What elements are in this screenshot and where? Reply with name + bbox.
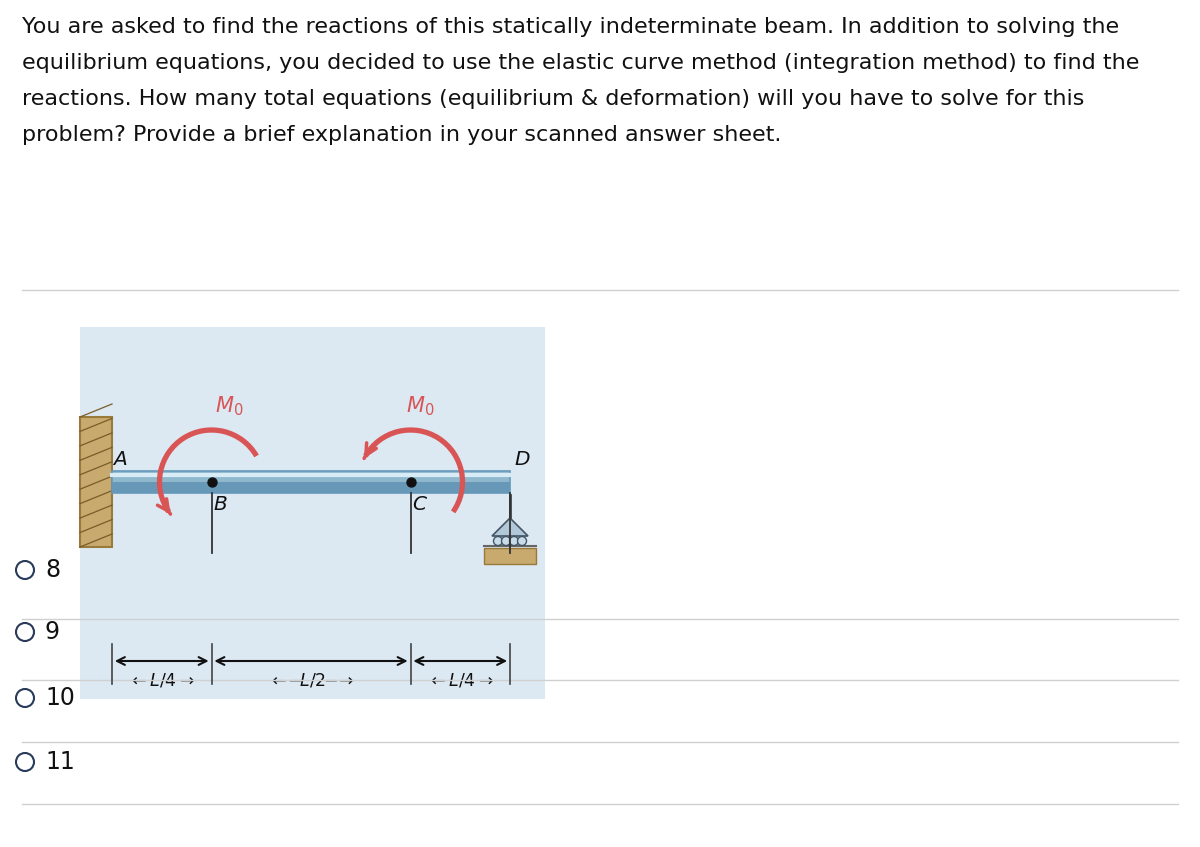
Text: $\leftarrow\!\!-\!\!L/2\!\!-\!\!\rightarrow$: $\leftarrow\!\!-\!\!L/2\!\!-\!\!\rightar…	[268, 671, 354, 689]
Text: B: B	[214, 495, 227, 514]
Bar	[112, 471, 510, 484]
Text: A: A	[113, 450, 127, 469]
Text: $M_0$: $M_0$	[407, 395, 434, 418]
Bar	[112, 482, 510, 493]
Text: C: C	[413, 495, 426, 514]
Polygon shape	[492, 518, 528, 536]
Text: problem? Provide a brief explanation in your scanned answer sheet.: problem? Provide a brief explanation in …	[22, 125, 781, 145]
Circle shape	[517, 536, 527, 545]
Text: reactions. How many total equations (equilibrium & deformation) will you have to: reactions. How many total equations (equ…	[22, 89, 1085, 109]
Text: $\leftarrow L/4\rightarrow$: $\leftarrow L/4\rightarrow$	[427, 671, 493, 689]
Circle shape	[502, 536, 510, 545]
Text: equilibrium equations, you decided to use the elastic curve method (integration : equilibrium equations, you decided to us…	[22, 53, 1139, 73]
Circle shape	[16, 689, 34, 707]
Circle shape	[493, 536, 503, 545]
Text: $M_0$: $M_0$	[215, 395, 244, 418]
Bar	[112, 471, 510, 493]
Text: 10: 10	[46, 686, 74, 710]
Circle shape	[510, 536, 518, 545]
Text: $\leftarrow L/4\rightarrow$: $\leftarrow L/4\rightarrow$	[128, 671, 196, 689]
Text: 9: 9	[46, 620, 60, 644]
Text: 8: 8	[46, 558, 60, 582]
Bar	[484, 548, 536, 564]
Text: You are asked to find the reactions of this statically indeterminate beam. In ad: You are asked to find the reactions of t…	[22, 17, 1120, 37]
Circle shape	[16, 753, 34, 771]
Text: D: D	[514, 450, 529, 469]
Text: 11: 11	[46, 750, 74, 774]
Circle shape	[16, 623, 34, 641]
Bar	[80, 417, 112, 547]
Bar	[80, 327, 545, 699]
Circle shape	[16, 561, 34, 579]
